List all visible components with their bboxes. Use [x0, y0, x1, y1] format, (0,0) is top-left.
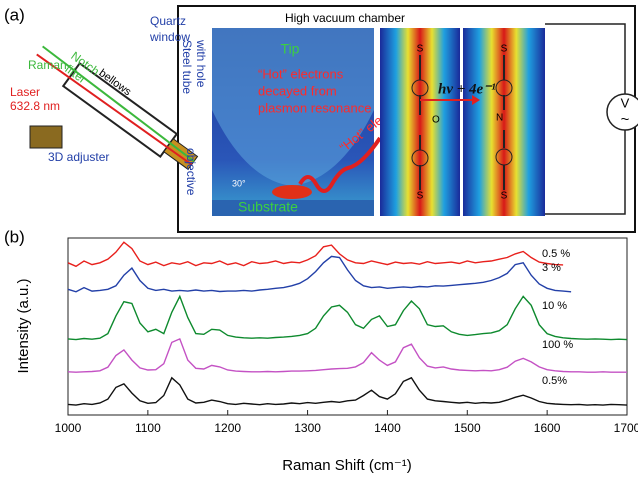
voltmeter-label: V — [621, 95, 630, 110]
electron-path — [298, 136, 382, 193]
atom: S — [417, 44, 424, 55]
voltmeter — [606, 93, 638, 131]
x-tick-label: 1300 — [294, 421, 321, 435]
atom: S — [501, 191, 508, 202]
laser-label: Laser — [10, 85, 40, 99]
angle: 30° — [232, 178, 246, 188]
panel-a: (a) High vacuum chamber Tip “Hot” electr… — [4, 5, 638, 233]
series-label: 10 % — [542, 300, 567, 312]
tip — [212, 28, 374, 186]
ring — [495, 148, 513, 166]
ring — [411, 79, 429, 97]
x-tick-label: 1500 — [454, 421, 481, 435]
series-label: 0.5% — [542, 375, 567, 387]
x-tick-label: 1200 — [214, 421, 241, 435]
series-label: 100 % — [542, 339, 573, 351]
chamber-title: High vacuum chamber — [285, 11, 405, 25]
raman-label: Raman — [28, 58, 67, 72]
series-label: 0.5 % — [542, 248, 570, 260]
hotspot — [272, 185, 312, 199]
panel-label: (a) — [4, 5, 25, 24]
adjuster-label: 3D adjuster — [48, 150, 109, 164]
arrow-head — [472, 95, 480, 105]
objective-label: objective — [184, 148, 198, 196]
quartz-label: window — [149, 30, 190, 44]
atom: S — [501, 44, 508, 55]
spectrum — [67, 255, 572, 293]
atom: N — [496, 113, 503, 124]
laser-label: 632.8 nm — [10, 99, 60, 113]
x-tick-label: 1700 — [614, 421, 638, 435]
steel-label: with hole — [194, 39, 208, 88]
reaction: hν + 4e⁻¹ — [438, 81, 496, 97]
atom: S — [417, 191, 424, 202]
substrate — [212, 200, 374, 216]
x-axis-label: Raman Shift (cm⁻¹) — [282, 457, 412, 474]
spectrum — [67, 241, 564, 268]
x-tick-label: 1400 — [374, 421, 401, 435]
x-tick-label: 1100 — [135, 421, 161, 435]
hot-note: plasmon resonance — [258, 100, 371, 115]
plot-frame — [67, 237, 628, 416]
panel-b: (b) Raman Shift (cm⁻¹) Intensity (a.u.) — [4, 227, 628, 474]
voltmeter-label: ~ — [621, 111, 630, 128]
steel-label: Steel tube — [180, 40, 194, 94]
ring — [411, 149, 429, 167]
x-tick-label: 1000 — [55, 421, 82, 435]
x-tick-label: 1600 — [534, 421, 561, 435]
tip-label: Tip — [281, 41, 300, 57]
spectrum — [67, 294, 628, 341]
spectrum — [67, 337, 627, 373]
hot-note: “Hot” electrons — [258, 66, 344, 81]
panel-label: (b) — [4, 227, 25, 246]
hot-note: decayed from — [258, 83, 337, 98]
substrate-label: Substrate — [238, 199, 298, 215]
quartz-label: Quartz — [150, 14, 186, 28]
series-label: 3 % — [542, 262, 561, 274]
y-axis-label: Intensity (a.u.) — [15, 278, 32, 373]
atom: O — [432, 115, 440, 126]
laser-beam — [36, 53, 193, 166]
adjuster — [29, 125, 63, 149]
raman-beam — [42, 45, 195, 163]
ring — [495, 79, 513, 97]
optics — [36, 45, 199, 171]
spectrum — [67, 376, 628, 406]
